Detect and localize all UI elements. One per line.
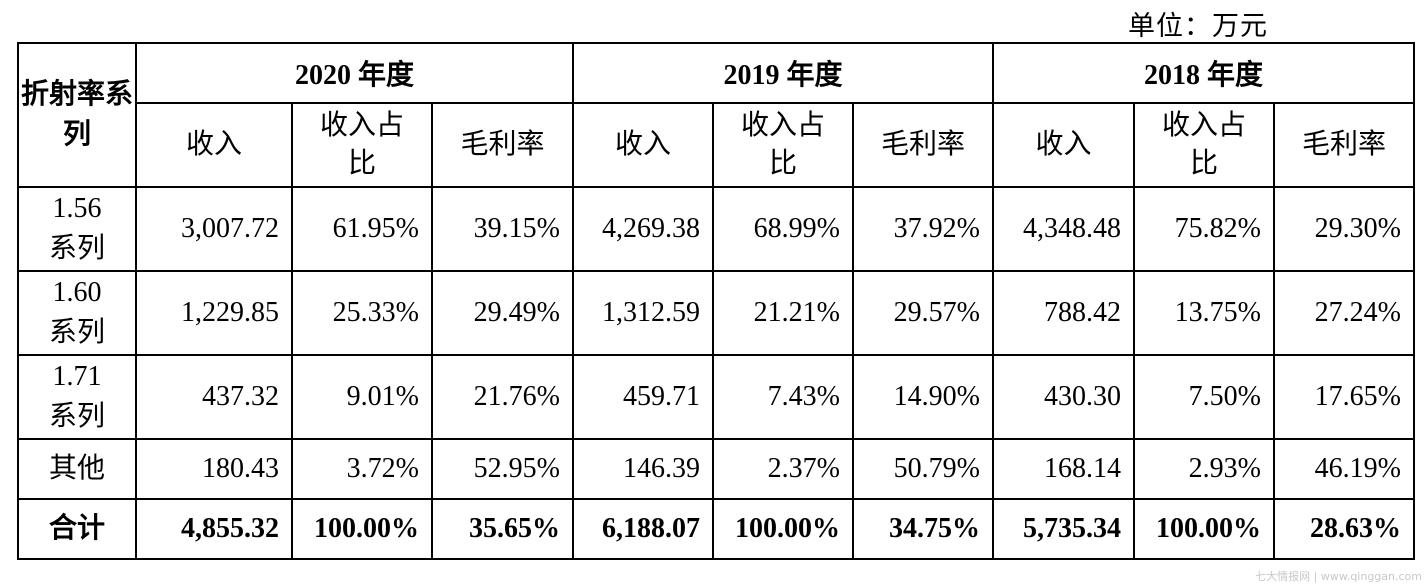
sub-header-share: 收入占比 (291, 102, 433, 188)
sub-header-revenue: 收入 (135, 102, 293, 188)
table-cell: 100.00% (291, 498, 433, 560)
row-label: 其他 (17, 438, 137, 500)
row-label: 合计 (17, 498, 137, 560)
row-label: 1.56 系列 (17, 186, 137, 272)
sub-header-share: 收入占比 (1133, 102, 1275, 188)
revenue-table: 折射率系列 2020 年度 2019 年度 2018 年度 收入 收入占比 毛利… (17, 42, 1415, 560)
table-cell: 27.24% (1273, 270, 1415, 356)
table-cell: 7.50% (1133, 354, 1275, 440)
table-cell: 9.01% (291, 354, 433, 440)
row-label: 1.71 系列 (17, 354, 137, 440)
table-cell: 100.00% (1133, 498, 1275, 560)
table-cell: 100.00% (712, 498, 854, 560)
unit-label: 单位：万元 (1128, 11, 1268, 41)
sub-header-revenue: 收入 (992, 102, 1135, 188)
table-cell: 4,855.32 (135, 498, 293, 560)
table-cell: 1,229.85 (135, 270, 293, 356)
table-cell: 168.14 (992, 438, 1135, 500)
table-cell: 4,269.38 (572, 186, 714, 272)
row-label: 1.60 系列 (17, 270, 137, 356)
table-cell: 1,312.59 (572, 270, 714, 356)
table-cell: 6,188.07 (572, 498, 714, 560)
table-cell: 52.95% (431, 438, 574, 500)
table-cell: 34.75% (852, 498, 994, 560)
table-body: 1.56 系列 3,007.72 61.95% 39.15% 4,269.38 68.99… (17, 186, 1415, 560)
table-cell: 29.57% (852, 270, 994, 356)
sub-header-margin: 毛利率 (852, 102, 994, 188)
year-header-2020: 2020 年度 (135, 42, 574, 104)
table-cell: 75.82% (1133, 186, 1275, 272)
table-cell: 7.43% (712, 354, 854, 440)
table-cell: 2.37% (712, 438, 854, 500)
table-cell: 5,735.34 (992, 498, 1135, 560)
table-cell: 28.63% (1273, 498, 1415, 560)
sub-header-share: 收入占比 (712, 102, 854, 188)
table-cell: 2.93% (1133, 438, 1275, 500)
table-cell: 14.90% (852, 354, 994, 440)
sub-header-revenue: 收入 (572, 102, 714, 188)
table-cell: 29.49% (431, 270, 574, 356)
year-header-2018: 2018 年度 (992, 42, 1415, 104)
table-cell: 3.72% (291, 438, 433, 500)
year-header-2019: 2019 年度 (572, 42, 994, 104)
table-cell: 4,348.48 (992, 186, 1135, 272)
watermark: 七大情报网 | www.qinggan.com (1255, 570, 1422, 583)
table-cell: 61.95% (291, 186, 433, 272)
table-cell: 35.65% (431, 498, 574, 560)
table-cell: 50.79% (852, 438, 994, 500)
table-cell: 13.75% (1133, 270, 1275, 356)
sub-header-margin: 毛利率 (431, 102, 574, 188)
table-cell: 25.33% (291, 270, 433, 356)
row-header: 折射率系列 (17, 42, 137, 188)
table-cell: 21.76% (431, 354, 574, 440)
table-row: 其他 180.43 3.72% 52.95% 146.39 2.37% 50.79% 168.… (17, 438, 1415, 500)
table-cell: 39.15% (431, 186, 574, 272)
table-cell: 3,007.72 (135, 186, 293, 272)
table-cell: 180.43 (135, 438, 293, 500)
table-row: 1.71 系列 437.32 9.01% 21.76% 459.71 7.43% 14.90… (17, 354, 1415, 440)
table-cell: 68.99% (712, 186, 854, 272)
table-cell: 146.39 (572, 438, 714, 500)
sub-header-margin: 毛利率 (1273, 102, 1415, 188)
table-cell: 21.21% (712, 270, 854, 356)
table-cell: 17.65% (1273, 354, 1415, 440)
table-cell: 459.71 (572, 354, 714, 440)
table-cell: 37.92% (852, 186, 994, 272)
table-cell: 437.32 (135, 354, 293, 440)
table-cell: 29.30% (1273, 186, 1415, 272)
table-cell: 788.42 (992, 270, 1135, 356)
total-row: 合计 4,855.32 100.00% 35.65% 6,188.07 100.00% 34… (17, 498, 1415, 560)
table-row: 1.56 系列 3,007.72 61.95% 39.15% 4,269.38 68.99… (17, 186, 1415, 272)
table-row: 1.60 系列 1,229.85 25.33% 29.49% 1,312.59 21.21… (17, 270, 1415, 356)
table-cell: 430.30 (992, 354, 1135, 440)
table-cell: 46.19% (1273, 438, 1415, 500)
